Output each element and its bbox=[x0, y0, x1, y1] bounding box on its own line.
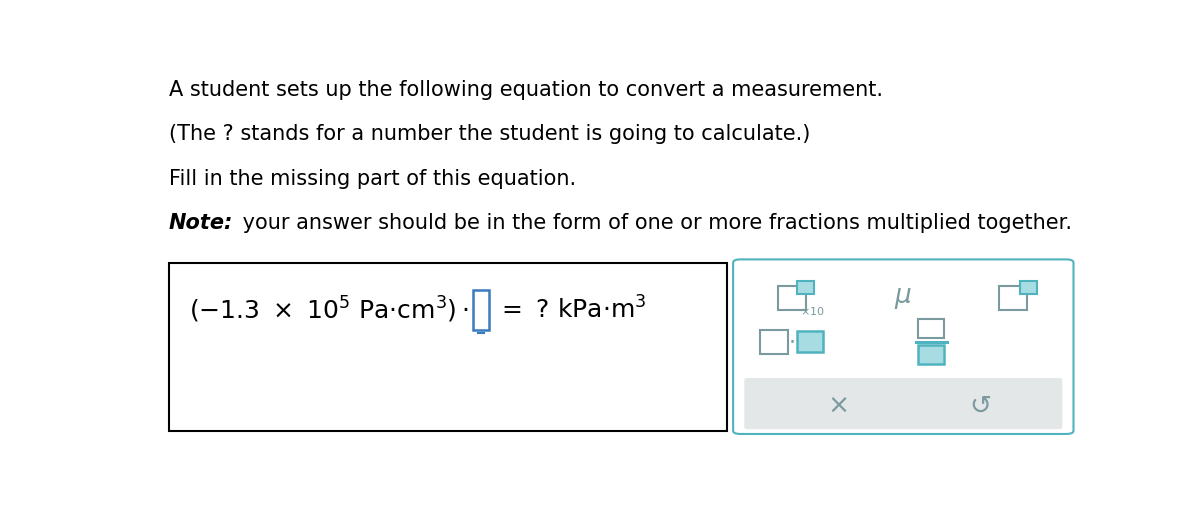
Text: A student sets up the following equation to convert a measurement.: A student sets up the following equation… bbox=[168, 81, 883, 100]
Text: $\cdot$: $\cdot$ bbox=[788, 332, 796, 352]
Text: ↺: ↺ bbox=[970, 394, 991, 420]
Text: ×: × bbox=[827, 394, 850, 420]
FancyBboxPatch shape bbox=[168, 263, 727, 431]
FancyBboxPatch shape bbox=[733, 259, 1074, 434]
FancyBboxPatch shape bbox=[797, 331, 823, 352]
FancyBboxPatch shape bbox=[473, 290, 490, 330]
Text: $\mu$: $\mu$ bbox=[894, 285, 912, 311]
Text: $\left(-1.3\ \times\ 10^{5}\ \mathrm{Pa{\cdot}cm^{3}}\right)\cdot$: $\left(-1.3\ \times\ 10^{5}\ \mathrm{Pa{… bbox=[190, 295, 469, 325]
FancyBboxPatch shape bbox=[797, 281, 814, 293]
FancyBboxPatch shape bbox=[1020, 281, 1037, 293]
Text: your answer should be in the form of one or more fractions multiplied together.: your answer should be in the form of one… bbox=[236, 213, 1073, 232]
Text: Note:: Note: bbox=[168, 213, 233, 232]
FancyBboxPatch shape bbox=[744, 378, 1062, 429]
Text: $\times$10: $\times$10 bbox=[800, 305, 824, 317]
Text: $=\ ?\ \mathrm{kPa{\cdot}m^{3}}$: $=\ ?\ \mathrm{kPa{\cdot}m^{3}}$ bbox=[497, 296, 647, 323]
Text: Fill in the missing part of this equation.: Fill in the missing part of this equatio… bbox=[168, 168, 576, 189]
FancyBboxPatch shape bbox=[918, 345, 944, 364]
Text: (The ? stands for a number the student is going to calculate.): (The ? stands for a number the student i… bbox=[168, 124, 810, 145]
